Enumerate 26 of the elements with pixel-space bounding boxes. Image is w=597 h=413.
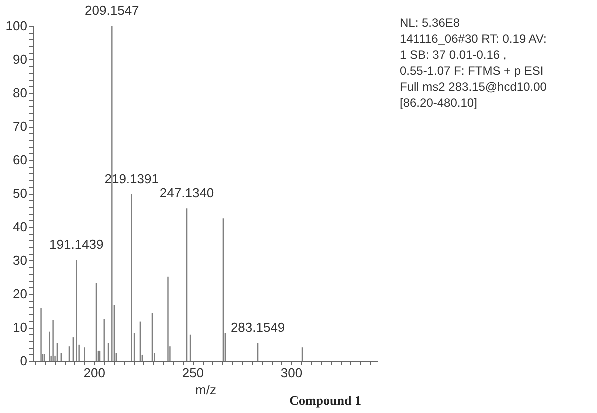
y-tick-label: 10	[13, 320, 28, 335]
text: NL: 5.36E8	[400, 16, 460, 30]
annotation: 247.1340	[160, 186, 214, 201]
annotation: 191.1439	[50, 237, 104, 252]
x-tick-label: 300	[280, 366, 303, 380]
y-tick-label: 70	[13, 119, 28, 134]
x-tick-label: 250	[182, 366, 204, 380]
y-tick-label: 80	[13, 86, 28, 100]
y-tick-label: 50	[13, 186, 28, 201]
annotation: 209.1547	[85, 3, 140, 18]
annotation: 283.1549	[230, 320, 286, 336]
y-tick-label: 90	[13, 52, 28, 67]
x-axis-title: m/z	[196, 382, 216, 398]
text: Compound 1	[290, 393, 362, 408]
text: [86.20-480.10]	[400, 96, 478, 110]
text: 0.55-1.07 F: FTMS + p ESI	[400, 64, 544, 78]
text: 1 SB: 37 0.01-0.16 ,	[400, 48, 507, 62]
text: Full ms2 283.15@hcd10.00	[400, 80, 548, 94]
y-tick-label: 30	[13, 253, 28, 268]
text: 141116_06#30 RT: 0.19 AV:	[400, 32, 547, 46]
y-tick-label: 40	[13, 220, 28, 234]
y-tick-label: 0	[20, 354, 28, 368]
y-tick-label: 60	[13, 152, 28, 168]
x-tick-label: 200	[84, 366, 106, 380]
y-tick-label: 100	[6, 18, 28, 34]
y-tick-label: 20	[13, 286, 28, 302]
